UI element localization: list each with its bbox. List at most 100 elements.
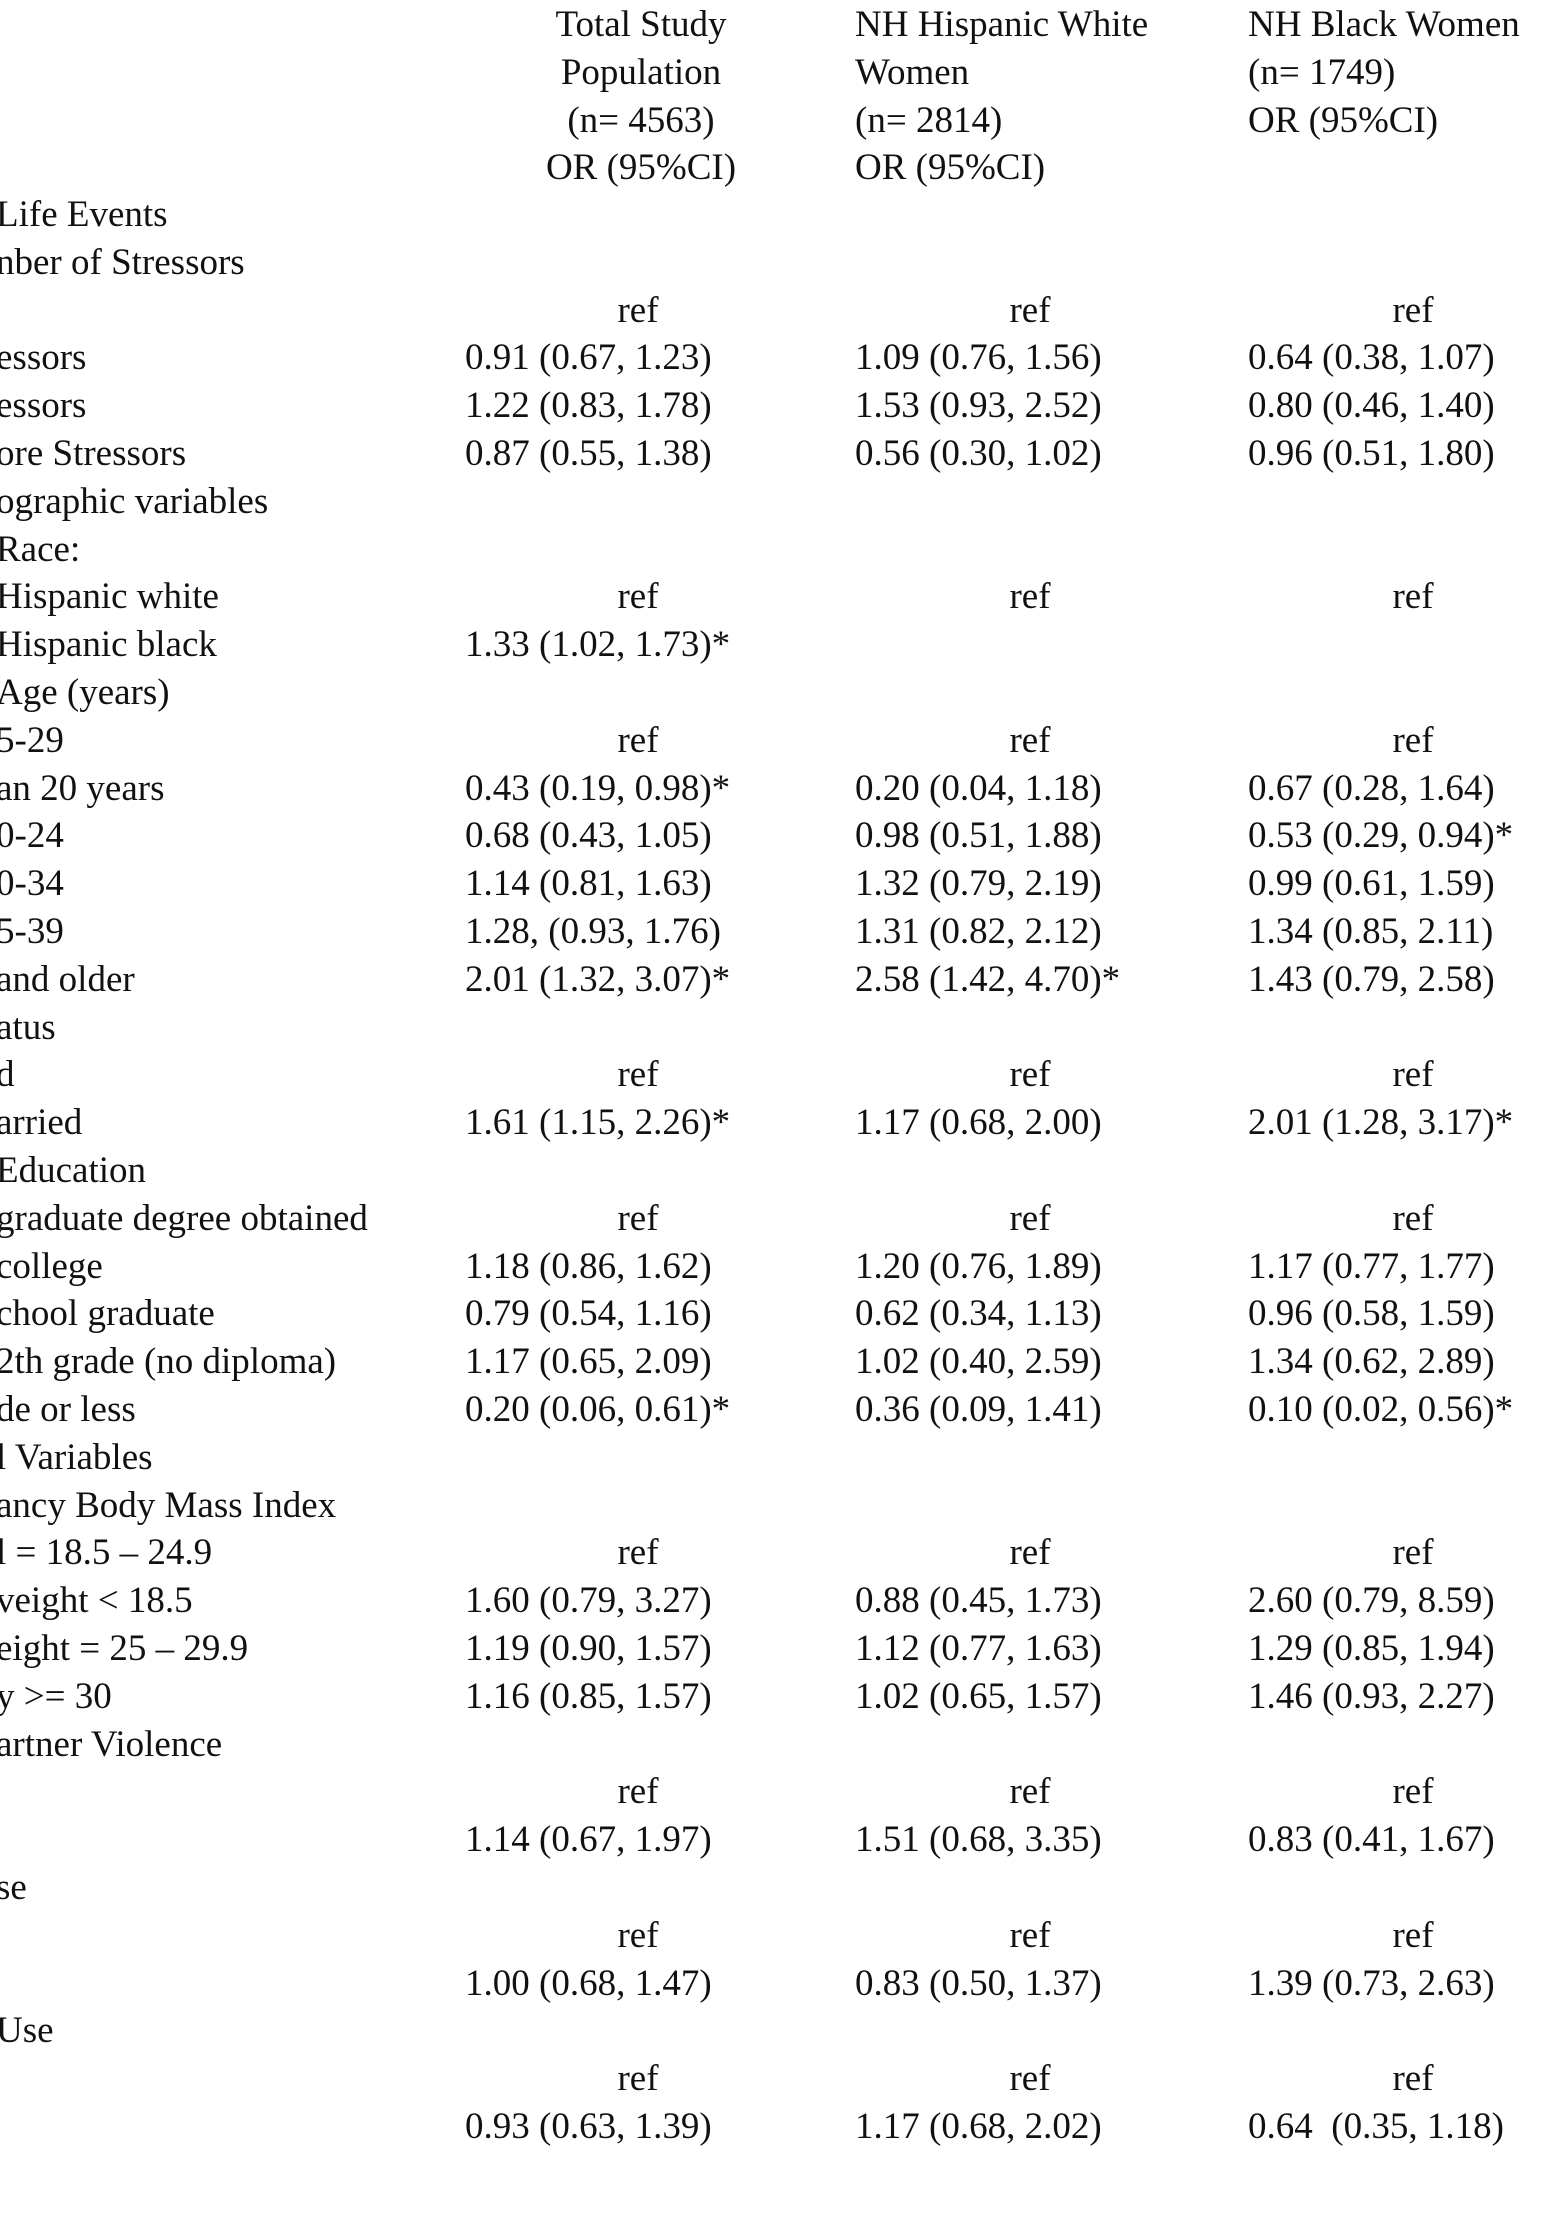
row-label: l Variables (0, 1436, 153, 1478)
header-col2-line: Women (855, 51, 970, 93)
row-label: 2th grade (no diploma) (0, 1341, 337, 1383)
cell-c3: 0.53 (0.29, 0.94)* (1248, 815, 1514, 857)
row-label: 5-29 (0, 719, 64, 761)
cell-c2: 1.20 (0.76, 1.89) (855, 1245, 1102, 1287)
cell-c3-ref: ref (1392, 289, 1434, 331)
row-label: atus (0, 1006, 56, 1048)
cell-c1: 1.17 (0.65, 2.09) (465, 1341, 712, 1383)
cell-c1-ref: ref (617, 719, 659, 761)
row-label: college (0, 1245, 103, 1287)
row-label: ancy Body Mass Index (0, 1484, 337, 1526)
cell-c2: 1.12 (0.77, 1.63) (855, 1628, 1102, 1669)
row-label: veight < 18.5 (0, 1580, 193, 1622)
row-label: Education (0, 1150, 147, 1191)
cell-c1: 1.22 (0.83, 1.78) (465, 385, 712, 427)
cell-c2: 1.31 (0.82, 2.12) (855, 911, 1102, 952)
cell-c3: 0.96 (0.51, 1.80) (1248, 433, 1495, 474)
cell-c2: 0.56 (0.30, 1.02) (855, 433, 1102, 474)
row-label: l = 18.5 – 24.9 (0, 1532, 213, 1574)
row-label: artner Violence (0, 1723, 223, 1765)
row-label: graduate degree obtained (0, 1197, 368, 1239)
cell-c1-ref: ref (617, 289, 659, 331)
cell-c3: 0.99 (0.61, 1.59) (1248, 863, 1495, 905)
cell-c3-ref: ref (1392, 1054, 1434, 1096)
cell-c2-ref: ref (1009, 2058, 1051, 2100)
cell-c3: 1.34 (0.85, 2.11) (1248, 911, 1494, 952)
cell-c1: 0.79 (0.54, 1.16) (465, 1293, 712, 1335)
row-label: Use (0, 2010, 54, 2052)
cell-c2-ref: ref (1009, 1771, 1051, 1813)
cell-c3: 0.10 (0.02, 0.56)* (1248, 1389, 1514, 1430)
row-label: chool graduate (0, 1293, 215, 1335)
row-label: essors (0, 337, 87, 379)
row-label: Age (years) (0, 672, 170, 713)
cell-c3: 0.64 (0.35, 1.18) (1248, 2106, 1504, 2147)
cell-c2: 1.02 (0.40, 2.59) (855, 1341, 1102, 1383)
row-label: Hispanic white (0, 576, 219, 618)
cell-c1-ref: ref (617, 576, 659, 618)
cell-c3: 0.83 (0.41, 1.67) (1248, 1819, 1495, 1861)
cell-c3-ref: ref (1392, 1532, 1434, 1574)
cell-c1: 0.68 (0.43, 1.05) (465, 815, 712, 857)
cell-c2-ref: ref (1009, 1197, 1051, 1239)
row-label: se (0, 1867, 27, 1908)
row-label: and older (0, 958, 135, 1000)
cell-c2: 1.53 (0.93, 2.52) (855, 385, 1102, 427)
header-col2-line: OR (95%CI) (855, 147, 1046, 189)
row-label: nber of Stressors (0, 241, 245, 283)
row-label: ographic variables (0, 480, 269, 522)
cell-c2-ref: ref (1009, 1054, 1051, 1096)
row-label: Hispanic black (0, 624, 217, 666)
cell-c3-ref: ref (1392, 1771, 1434, 1813)
cell-c3: 1.39 (0.73, 2.63) (1248, 1962, 1495, 2004)
cell-c1: 1.14 (0.67, 1.97) (465, 1819, 712, 1861)
cell-c3: 2.01 (1.28, 3.17)* (1248, 1102, 1514, 1144)
header-col3-line: OR (95%CI) (1248, 99, 1439, 141)
cell-c2: 0.62 (0.34, 1.13) (855, 1293, 1102, 1335)
cell-c2-ref: ref (1009, 289, 1051, 331)
cell-c3-ref: ref (1392, 576, 1434, 618)
header-col1-line: Population (560, 51, 722, 93)
cell-c2: 1.17 (0.68, 2.00) (855, 1102, 1102, 1144)
cell-c3: 1.34 (0.62, 2.89) (1248, 1341, 1495, 1383)
cell-c3: 0.67 (0.28, 1.64) (1248, 767, 1495, 809)
row-label: Race: (0, 528, 81, 570)
cell-c1-ref: ref (617, 1771, 659, 1813)
cell-c2-ref: ref (1009, 1532, 1051, 1574)
cell-c2: 0.36 (0.09, 1.41) (855, 1389, 1102, 1430)
cell-c1-ref: ref (617, 1532, 659, 1574)
cell-c1: 0.43 (0.19, 0.98)* (465, 767, 731, 809)
cell-c2: 0.98 (0.51, 1.88) (855, 815, 1102, 857)
cell-c2-ref: ref (1009, 576, 1051, 618)
cell-c1: 1.16 (0.85, 1.57) (465, 1675, 712, 1717)
cell-c3: 1.29 (0.85, 1.94) (1248, 1628, 1495, 1669)
cell-c3: 0.64 (0.38, 1.07) (1248, 337, 1495, 379)
header-col1-line: (n= 4563) (567, 99, 715, 141)
cell-c3: 2.60 (0.79, 8.59) (1248, 1580, 1495, 1622)
cell-c3-ref: ref (1392, 2058, 1434, 2100)
cell-c2: 0.88 (0.45, 1.73) (855, 1580, 1102, 1622)
header-col1-line: OR (95%CI) (545, 147, 737, 189)
cell-c2: 0.83 (0.50, 1.37) (855, 1962, 1102, 2004)
cell-c3-ref: ref (1392, 1914, 1434, 1956)
cell-c2: 0.20 (0.04, 1.18) (855, 767, 1102, 809)
cell-c3: 1.43 (0.79, 2.58) (1248, 958, 1495, 1000)
cell-c2-ref: ref (1009, 1914, 1051, 1956)
row-label: Life Events (0, 194, 168, 235)
row-label: arried (0, 1102, 83, 1144)
cell-c3: 1.46 (0.93, 2.27) (1248, 1675, 1495, 1717)
cell-c1: 1.00 (0.68, 1.47) (465, 1962, 712, 2004)
cell-c1: 1.60 (0.79, 3.27) (465, 1580, 712, 1622)
row-label: de or less (0, 1389, 136, 1430)
cell-c3: 1.17 (0.77, 1.77) (1248, 1245, 1495, 1287)
cell-c3: 0.96 (0.58, 1.59) (1248, 1293, 1495, 1335)
cell-c2: 1.32 (0.79, 2.19) (855, 863, 1102, 905)
cell-c1: 1.19 (0.90, 1.57) (465, 1628, 712, 1669)
header-col2-line: NH Hispanic White (855, 4, 1149, 45)
cell-c1: 1.61 (1.15, 2.26)* (465, 1102, 731, 1144)
cell-c3-ref: ref (1392, 719, 1434, 761)
row-label: essors (0, 385, 87, 427)
cell-c1: 2.01 (1.32, 3.07)* (465, 958, 731, 1000)
cell-c1-ref: ref (617, 1197, 659, 1239)
row-label: 0-34 (0, 863, 64, 905)
